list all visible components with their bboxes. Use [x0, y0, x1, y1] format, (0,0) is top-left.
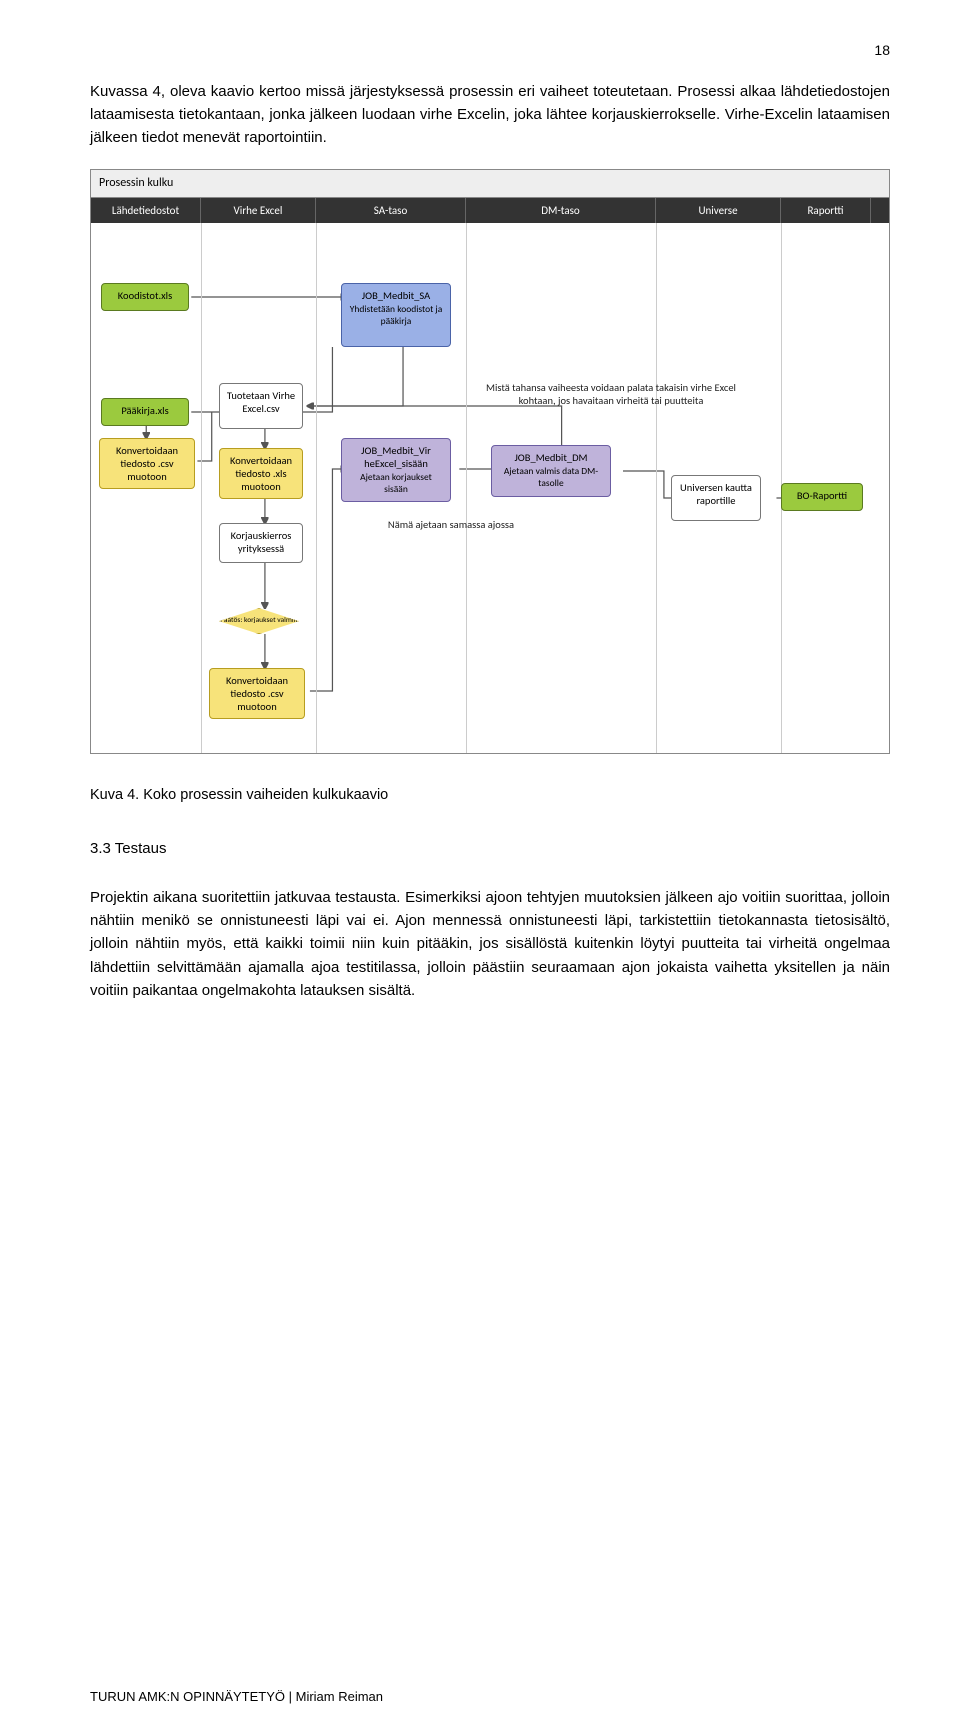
swimlane-diagram: Prosessin kulku LähdetiedostotVirhe Exce…	[90, 169, 890, 754]
flow-node-koodistot: Koodistot.xls	[101, 283, 189, 311]
flow-node-konv_xls: Konvertoidaan tiedosto .xls muotoon	[219, 448, 303, 499]
page-number: 18	[90, 40, 890, 62]
swimlane-column-header: Lähdetiedostot	[91, 198, 201, 223]
body-paragraph: Projektin aikana suoritettiin jatkuvaa t…	[90, 886, 890, 1002]
flow-node-konv_csv: Konvertoidaan tiedosto .csv muotoon	[99, 438, 195, 489]
flow-node-raportti: BO-Raportti	[781, 483, 863, 511]
flow-node-job_dm: JOB_Medbit_DMAjetaan valmis data DM-taso…	[491, 445, 611, 497]
section-heading: 3.3 Testaus	[90, 837, 890, 860]
flow-node-paakirja: Pääkirja.xls	[101, 398, 189, 426]
flow-node-korjaus: Korjauskierros yrityksessä	[219, 523, 303, 563]
flow-node-job_vir: JOB_Medbit_Vir heExcel_sisäänAjetaan kor…	[341, 438, 451, 502]
swimlane-column-header: Universe	[656, 198, 781, 223]
flow-annotation: Nämä ajetaan samassa ajossa	[361, 518, 541, 531]
footer-text: TURUN AMK:N OPINNÄYTETYÖ | Miriam Reiman	[90, 1687, 383, 1707]
swimlane-column-header: Raportti	[781, 198, 871, 223]
intro-paragraph: Kuvassa 4, oleva kaavio kertoo missä jär…	[90, 80, 890, 150]
flow-node-universe: Universen kautta raportille	[671, 475, 761, 521]
swimlane-column-header: SA-taso	[316, 198, 466, 223]
figure-caption: Kuva 4. Koko prosessin vaiheiden kulkuka…	[90, 784, 890, 806]
swimlane-header: LähdetiedostotVirhe ExcelSA-tasoDM-tasoU…	[91, 198, 889, 223]
flow-annotation: Mistä tahansa vaiheesta voidaan palata t…	[471, 381, 751, 407]
swimlane-column-header: Virhe Excel	[201, 198, 316, 223]
swimlane-title: Prosessin kulku	[91, 170, 889, 198]
flow-decision: Päätös: korjaukset valmiit	[219, 608, 299, 634]
swimlane-body: Koodistot.xls Pääkirja.xls Konvertoidaan t…	[91, 223, 889, 753]
swimlane-column-header: DM-taso	[466, 198, 656, 223]
flowchart-figure: Prosessin kulku LähdetiedostotVirhe Exce…	[90, 169, 890, 754]
flow-node-konv_csv2: Konvertoidaan tiedosto .csv muotoon	[209, 668, 305, 719]
flow-node-tuotetaan: Tuotetaan Virhe Excel.csv	[219, 383, 303, 429]
flow-node-job_sa: JOB_Medbit_SAYhdistetään koodistot ja pä…	[341, 283, 451, 347]
